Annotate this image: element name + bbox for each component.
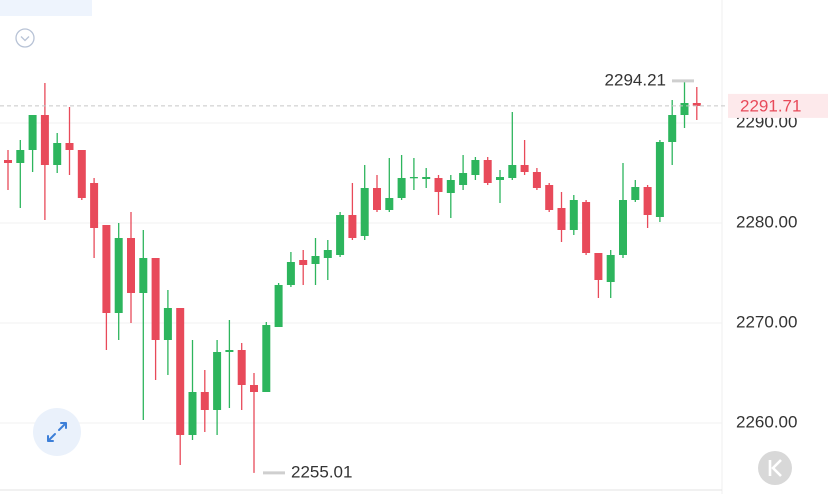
collapse-icon (15, 28, 35, 48)
candle-body (557, 208, 566, 230)
expand-button[interactable] (33, 408, 81, 456)
candle-body (385, 198, 394, 210)
candle-body (40, 115, 49, 165)
candle-body (274, 285, 283, 327)
candle-body (545, 185, 554, 210)
candle-body (471, 160, 480, 175)
top-tab (0, 0, 92, 16)
candle-body (459, 173, 468, 185)
candle-body (28, 115, 37, 150)
expand-bg (33, 408, 81, 456)
candle-body (360, 188, 369, 236)
candle-body (692, 103, 701, 106)
candle-body (446, 180, 455, 193)
candle-body (422, 177, 431, 179)
candle-body (594, 253, 603, 280)
candle-body (680, 103, 689, 115)
candle-body (151, 258, 160, 340)
collapse-chevron (20, 36, 30, 42)
candle-body (250, 385, 258, 392)
candle-body (508, 165, 517, 178)
candle-body (225, 350, 234, 352)
candle-body (668, 115, 677, 142)
candle-body (262, 325, 271, 392)
candle-body (237, 350, 246, 385)
candle-body (53, 143, 62, 165)
candle-body (299, 260, 308, 265)
candle-body (323, 250, 332, 258)
candle-body (4, 160, 12, 163)
last-price-bg (728, 93, 828, 118)
kline-icon (768, 459, 782, 477)
candle-body (373, 188, 381, 210)
candle-body (65, 143, 74, 150)
candle-body (409, 177, 418, 179)
candle-body (619, 200, 627, 255)
max-label: 2294.21 (605, 70, 666, 89)
expand-icon (47, 422, 67, 442)
candle-body (286, 262, 295, 285)
y-tick-label: 2280.00 (736, 212, 797, 231)
collapse-button[interactable] (15, 28, 35, 48)
y-tick-label: 2270.00 (736, 312, 797, 331)
candle-body (520, 165, 529, 172)
candle-body (176, 308, 185, 435)
candle-body (532, 172, 541, 188)
candle-body (483, 160, 492, 183)
candle-body (397, 178, 406, 198)
candle-body (643, 187, 652, 215)
kline-button[interactable] (758, 451, 792, 485)
candle-body (606, 255, 615, 282)
candle-body (163, 308, 172, 340)
candle-body (569, 200, 578, 230)
candle-body (348, 215, 357, 238)
plot: 2260.002270.002280.002290.002291.712294.… (0, 70, 828, 481)
candle-body (631, 187, 640, 200)
candle-body (213, 352, 222, 410)
candle-body (114, 238, 123, 313)
candle-body (77, 150, 86, 198)
candle-body (311, 256, 320, 264)
y-tick-label: 2260.00 (736, 412, 797, 431)
candle-body (139, 258, 148, 293)
candle-body (434, 178, 443, 192)
candle-body (655, 142, 664, 217)
candle-body (496, 177, 504, 180)
last-price-label: 2291.71 (740, 96, 801, 115)
min-label: 2255.01 (291, 462, 352, 481)
candle-body (336, 215, 345, 255)
candle-body (16, 150, 25, 163)
candle-body (90, 183, 99, 228)
candle-body (127, 238, 135, 293)
candle-body (102, 225, 111, 313)
candle-body (188, 392, 197, 435)
kline-bg (758, 451, 792, 485)
candle-body (582, 202, 591, 253)
candle-body (200, 392, 209, 410)
